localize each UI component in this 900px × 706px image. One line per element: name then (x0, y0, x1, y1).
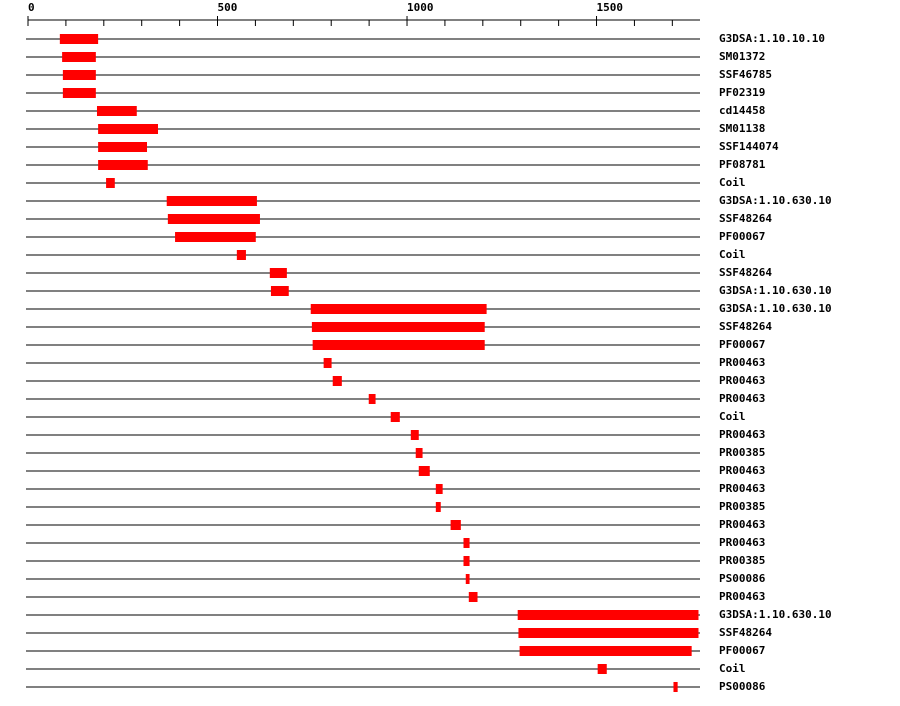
domain-bar (463, 538, 470, 548)
domain-bar (418, 466, 430, 476)
domain-bar (450, 520, 461, 530)
track-label: G3DSA:1.10.630.10 (719, 302, 832, 315)
domain-bar (62, 52, 96, 62)
domain-bar (166, 196, 257, 206)
domain-bar (435, 484, 443, 494)
track-label: PF02319 (719, 86, 765, 99)
domain-bar (597, 664, 607, 674)
domain-bar (62, 88, 96, 98)
domain-bar (310, 304, 487, 314)
track-label: SSF48264 (719, 320, 772, 333)
track-label: PR00385 (719, 500, 765, 513)
track-label: G3DSA:1.10.630.10 (719, 608, 832, 621)
domain-bar (175, 232, 256, 242)
track-label: PR00463 (719, 536, 765, 549)
domain-bar (465, 574, 470, 584)
track-label: PF00067 (719, 230, 765, 243)
domain-bar (673, 682, 678, 692)
domain-bar (518, 628, 699, 638)
track-label: PF08781 (719, 158, 766, 171)
x-tick-label: 0 (28, 1, 35, 14)
x-tick-label: 1000 (407, 1, 434, 14)
track-label: PF00067 (719, 644, 765, 657)
track-label: PS00086 (719, 572, 766, 585)
domain-bar (269, 268, 287, 278)
track-label: PR00385 (719, 554, 765, 567)
domain-bar (167, 214, 260, 224)
domain-bar (390, 412, 400, 422)
track-label: SM01372 (719, 50, 765, 63)
track-label: cd14458 (719, 104, 765, 117)
track-label: Coil (719, 176, 746, 189)
track-label: PR00463 (719, 428, 765, 441)
x-tick-label: 1500 (597, 1, 624, 14)
domain-bar (236, 250, 246, 260)
track-label: G3DSA:1.10.630.10 (719, 194, 832, 207)
domain-bar (98, 142, 148, 152)
track-label: PR00463 (719, 482, 765, 495)
domain-bar (463, 556, 470, 566)
track-label: PR00463 (719, 518, 765, 531)
x-tick-label: 500 (218, 1, 238, 14)
domain-bar (332, 376, 342, 386)
track-label: Coil (719, 248, 746, 261)
track-label: PF00067 (719, 338, 765, 351)
domain-bar (415, 448, 423, 458)
domain-bar (323, 358, 332, 368)
domain-bar (59, 34, 99, 44)
domain-bar (410, 430, 419, 440)
domain-bar (519, 646, 692, 656)
track-label: SSF46785 (719, 68, 772, 81)
domain-bar (368, 394, 376, 404)
track-label: SSF144074 (719, 140, 779, 153)
track-label: SSF48264 (719, 626, 772, 639)
track-label: SSF48264 (719, 212, 772, 225)
domain-bar (311, 322, 485, 332)
domain-bar (312, 340, 485, 350)
domain-bar (62, 70, 96, 80)
track-label: SM01138 (719, 122, 765, 135)
domain-bar (98, 160, 148, 170)
domain-bar (435, 502, 441, 512)
domain-bar (96, 106, 137, 116)
track-label: G3DSA:1.10.630.10 (719, 284, 832, 297)
track-label: PR00463 (719, 464, 765, 477)
domain-bar (106, 178, 115, 188)
domain-bar (270, 286, 289, 296)
track-label: Coil (719, 410, 746, 423)
track-label: PR00385 (719, 446, 765, 459)
track-label: SSF48264 (719, 266, 772, 279)
domain-bar (98, 124, 159, 134)
track-label: PR00463 (719, 356, 765, 369)
domain-bar (468, 592, 478, 602)
track-label: PR00463 (719, 590, 765, 603)
track-label: G3DSA:1.10.10.10 (719, 32, 825, 45)
track-label: PR00463 (719, 392, 765, 405)
track-label: Coil (719, 662, 746, 675)
track-label: PR00463 (719, 374, 765, 387)
domain-bar (517, 610, 699, 620)
track-label: PS00086 (719, 680, 766, 693)
